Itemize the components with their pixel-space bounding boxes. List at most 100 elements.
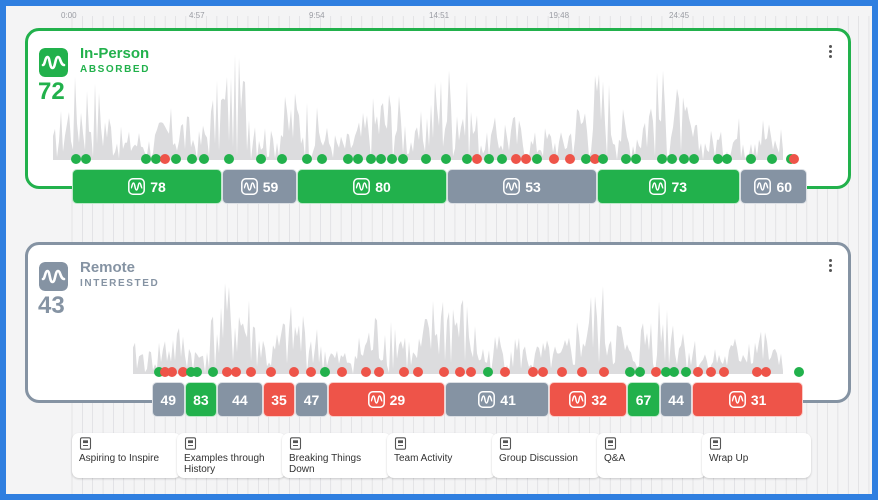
segment-chip[interactable]: 44 <box>217 382 263 417</box>
chapter-card[interactable]: Breaking Things Down <box>282 433 391 478</box>
positive-reaction-dot <box>71 154 81 164</box>
chapter-label: Group Discussion <box>499 453 578 464</box>
segment-value: 73 <box>671 178 688 195</box>
chapter-label: Breaking Things Down <box>289 453 362 475</box>
positive-reaction-dot <box>679 154 689 164</box>
waveform-icon <box>503 178 521 195</box>
positive-reaction-dot <box>256 154 266 164</box>
negative-reaction-dot <box>538 367 548 377</box>
segment-value: 80 <box>375 178 391 195</box>
positive-reaction-dot <box>208 367 218 377</box>
dashboard-page: 0:00 4:57 9:54 14:51 19:48 24:45 72 In-Person… <box>6 6 872 494</box>
reaction-dots-remote <box>154 367 804 377</box>
positive-reaction-dot <box>387 154 397 164</box>
positive-reaction-dot <box>421 154 431 164</box>
segment-chip[interactable]: 67 <box>627 382 660 417</box>
positive-reaction-dot <box>581 154 591 164</box>
positive-reaction-dot <box>187 154 197 164</box>
negative-reaction-dot <box>455 367 465 377</box>
segment-chip[interactable]: 47 <box>295 382 328 417</box>
engagement-waveform-remote <box>133 283 783 374</box>
positive-reaction-dot <box>484 154 494 164</box>
segment-value: 32 <box>591 391 607 408</box>
segment-chip[interactable]: 60 <box>739 169 807 204</box>
segment-chip[interactable]: 32 <box>549 382 628 417</box>
waveform-icon <box>478 391 496 408</box>
negative-reaction-dot <box>337 367 347 377</box>
segment-value: 35 <box>271 391 287 408</box>
waveform-icon <box>649 178 667 195</box>
segment-chip[interactable]: 78 <box>72 169 222 204</box>
negative-reaction-dot <box>361 367 371 377</box>
negative-reaction-dot <box>565 154 575 164</box>
positive-reaction-dot <box>192 367 202 377</box>
segment-chip[interactable]: 59 <box>222 169 297 204</box>
negative-reaction-dot <box>719 367 729 377</box>
waveform-icon <box>240 178 258 195</box>
group-state: ABSORBED <box>80 64 151 75</box>
negative-reaction-dot <box>160 367 170 377</box>
segment-chip[interactable]: 29 <box>327 382 445 417</box>
negative-reaction-dot <box>511 154 521 164</box>
segment-value: 60 <box>776 178 793 195</box>
group-title: Remote <box>80 259 136 276</box>
negative-reaction-dot <box>413 367 423 377</box>
segment-chip[interactable]: 53 <box>447 169 597 204</box>
segment-value: 44 <box>668 391 684 408</box>
positive-reaction-dot <box>302 154 312 164</box>
segment-value: 49 <box>160 391 177 408</box>
slide-icon <box>709 437 722 450</box>
negative-reaction-dot <box>528 367 538 377</box>
positive-reaction-dot <box>343 154 353 164</box>
positive-reaction-dot <box>667 154 677 164</box>
segment-chip[interactable]: 35 <box>262 382 296 417</box>
segment-chip[interactable]: 73 <box>597 169 740 204</box>
negative-reaction-dot <box>472 154 482 164</box>
positive-reaction-dot <box>689 154 699 164</box>
positive-reaction-dot <box>277 154 287 164</box>
negative-reaction-dot <box>577 367 587 377</box>
chapter-label: Q&A <box>604 453 626 464</box>
positive-reaction-dot <box>376 154 386 164</box>
segment-value: 78 <box>150 178 166 195</box>
positive-reaction-dot <box>398 154 408 164</box>
positive-reaction-dot <box>366 154 376 164</box>
timeline-tick-label: 19:48 <box>549 11 570 20</box>
negative-reaction-dot <box>160 154 170 164</box>
segment-chip[interactable]: 80 <box>297 169 447 204</box>
chapter-card[interactable]: Team Activity <box>387 433 496 478</box>
negative-reaction-dot <box>599 367 609 377</box>
more-options-icon[interactable] <box>828 45 834 61</box>
negative-reaction-dot <box>466 367 476 377</box>
chapter-card[interactable]: Group Discussion <box>492 433 601 478</box>
negative-reaction-dot <box>651 367 661 377</box>
negative-reaction-dot <box>222 367 232 377</box>
segment-chip[interactable]: 49 <box>152 382 185 417</box>
more-options-icon[interactable] <box>828 259 834 275</box>
slide-icon <box>394 437 407 450</box>
positive-reaction-dot <box>151 154 161 164</box>
chapter-card[interactable]: Examples through History <box>177 433 286 478</box>
positive-reaction-dot <box>657 154 667 164</box>
negative-reaction-dot <box>289 367 299 377</box>
positive-reaction-dot <box>441 154 451 164</box>
segment-chip[interactable]: 44 <box>659 382 693 417</box>
positive-reaction-dot <box>462 154 472 164</box>
chapter-card[interactable]: Q&A <box>597 433 706 478</box>
segment-chip[interactable]: 83 <box>184 382 218 417</box>
positive-reaction-dot <box>483 367 493 377</box>
segment-chip[interactable]: 41 <box>445 382 550 417</box>
slide-icon <box>499 437 512 450</box>
segment-chip[interactable]: 31 <box>692 382 803 417</box>
segment-value: 31 <box>750 391 767 408</box>
chapter-card[interactable]: Wrap Up <box>702 433 811 478</box>
waveform-icon <box>128 178 146 195</box>
segment-value: 29 <box>389 391 406 408</box>
engagement-waveform-in-person <box>53 54 783 160</box>
slide-icon <box>604 437 617 450</box>
negative-reaction-dot <box>167 367 177 377</box>
chapter-card[interactable]: Aspiring to Inspire <box>72 433 181 478</box>
positive-reaction-dot <box>320 367 330 377</box>
segment-value: 59 <box>262 178 279 195</box>
positive-reaction-dot <box>625 367 635 377</box>
